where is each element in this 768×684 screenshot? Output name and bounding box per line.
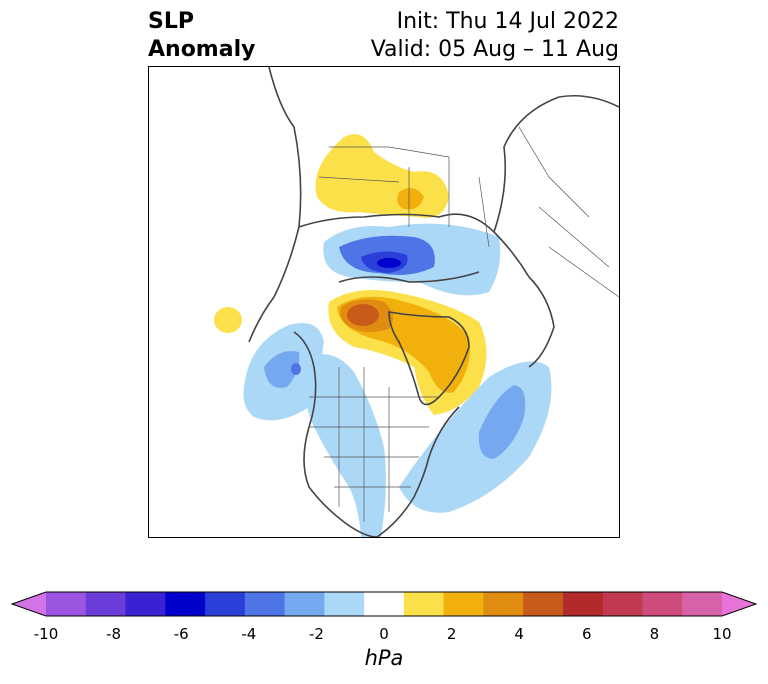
colorbar-tick-label: 2 [446, 625, 457, 643]
colorbar-cell [165, 592, 206, 616]
colorbar-cell [324, 592, 365, 616]
colorbar-tick-label: -8 [106, 625, 122, 643]
colorbar-tick-label: 6 [582, 625, 592, 643]
colorbar-tick-label: 0 [379, 625, 389, 643]
map-title: SLP Anomaly [148, 8, 255, 64]
anomaly-high-small-west [214, 307, 242, 333]
anomaly-low-arctic-core [377, 258, 401, 268]
colorbar-tick-label: -2 [308, 625, 324, 643]
colorbar-cell [602, 592, 643, 616]
colorbar-cell [523, 592, 564, 616]
title-line-1: SLP [148, 9, 194, 34]
anomaly-high-canada-core [347, 304, 379, 326]
colorbar-cell [403, 592, 445, 616]
colorbar-outline [10, 591, 758, 617]
anomaly-low-pacific-core [264, 351, 300, 388]
colorbar-tick-label: 10 [712, 625, 732, 643]
valid-range: Valid: 05 Aug – 11 Aug [370, 37, 619, 62]
colorbar-cell [642, 592, 683, 616]
anomaly-low-northamerica [305, 354, 386, 537]
colorbar-cell [562, 592, 604, 616]
political-borders [309, 126, 619, 522]
colorbar-cell [443, 592, 484, 616]
init-date: Init: Thu 14 Jul 2022 [396, 9, 619, 34]
anomaly-low-atlantic-core [478, 385, 526, 459]
colorbar-cell [483, 592, 524, 616]
colorbar-extend-min [12, 592, 46, 616]
map-canvas [214, 67, 619, 537]
colorbar-cell [125, 592, 166, 616]
colorbar-cell [682, 592, 723, 616]
colorbar-cell [85, 592, 127, 616]
colorbar-cell [244, 592, 286, 616]
map-dates: Init: Thu 14 Jul 2022 Valid: 05 Aug – 11… [371, 8, 619, 64]
anomaly-high-eurasia-core [397, 188, 424, 210]
colorbar-tick-label: -10 [33, 625, 59, 643]
colorbar [10, 591, 758, 617]
colorbar-extend-max [722, 592, 756, 616]
anomaly-fills [214, 134, 552, 537]
title-line-2: Anomaly [148, 37, 256, 62]
colorbar-tick-label: -6 [173, 625, 189, 643]
colorbar-cell [284, 592, 325, 616]
colorbar-cell [46, 592, 87, 616]
colorbar-tick-label: 8 [649, 625, 660, 643]
colorbar-cell [205, 592, 246, 616]
map-panel [148, 66, 620, 538]
colorbar-tick-label: 4 [514, 625, 524, 643]
colorbar-cell [364, 592, 405, 616]
anomaly-low-pacific-center [291, 363, 301, 375]
colorbar-tick-label: -4 [241, 625, 257, 643]
colorbar-unit-label: hPa [364, 646, 404, 670]
